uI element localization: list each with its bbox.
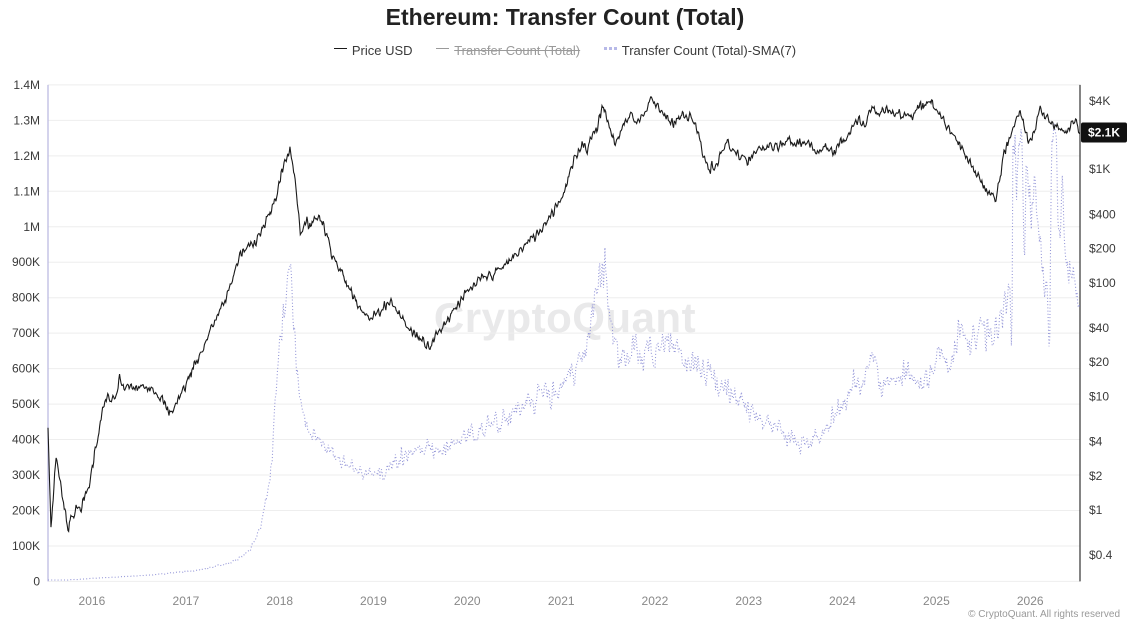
svg-text:0: 0 — [33, 574, 40, 588]
svg-text:300K: 300K — [12, 468, 40, 482]
svg-text:$0.4: $0.4 — [1089, 548, 1113, 562]
svg-text:2016: 2016 — [79, 594, 106, 608]
svg-text:$10: $10 — [1089, 389, 1109, 403]
svg-text:900K: 900K — [12, 255, 40, 269]
svg-text:2019: 2019 — [360, 594, 387, 608]
svg-text:$4: $4 — [1089, 435, 1103, 449]
svg-text:$2: $2 — [1089, 469, 1103, 483]
svg-text:1.1M: 1.1M — [13, 184, 40, 198]
svg-text:2022: 2022 — [642, 594, 669, 608]
svg-text:$4K: $4K — [1089, 94, 1110, 108]
svg-text:800K: 800K — [12, 291, 40, 305]
svg-text:$100: $100 — [1089, 276, 1116, 290]
svg-text:2026: 2026 — [1017, 594, 1044, 608]
svg-text:$20: $20 — [1089, 355, 1109, 369]
svg-text:1.3M: 1.3M — [13, 113, 40, 127]
svg-text:1.4M: 1.4M — [13, 78, 40, 92]
svg-text:500K: 500K — [12, 397, 40, 411]
svg-text:$1: $1 — [1089, 503, 1103, 517]
svg-text:2021: 2021 — [548, 594, 575, 608]
svg-text:600K: 600K — [12, 362, 40, 376]
svg-text:$400: $400 — [1089, 207, 1116, 221]
svg-text:2020: 2020 — [454, 594, 481, 608]
svg-text:$200: $200 — [1089, 242, 1116, 256]
svg-text:1M: 1M — [23, 220, 40, 234]
svg-text:$2.1K: $2.1K — [1088, 126, 1120, 140]
svg-text:1.2M: 1.2M — [13, 149, 40, 163]
svg-text:2017: 2017 — [173, 594, 200, 608]
svg-text:2025: 2025 — [923, 594, 950, 608]
svg-text:2024: 2024 — [829, 594, 856, 608]
svg-text:2023: 2023 — [735, 594, 762, 608]
svg-text:400K: 400K — [12, 433, 40, 447]
svg-text:2018: 2018 — [266, 594, 293, 608]
svg-text:$1K: $1K — [1089, 162, 1110, 176]
svg-text:100K: 100K — [12, 539, 40, 553]
svg-text:200K: 200K — [12, 503, 40, 517]
svg-text:700K: 700K — [12, 326, 40, 340]
svg-text:$40: $40 — [1089, 321, 1109, 335]
